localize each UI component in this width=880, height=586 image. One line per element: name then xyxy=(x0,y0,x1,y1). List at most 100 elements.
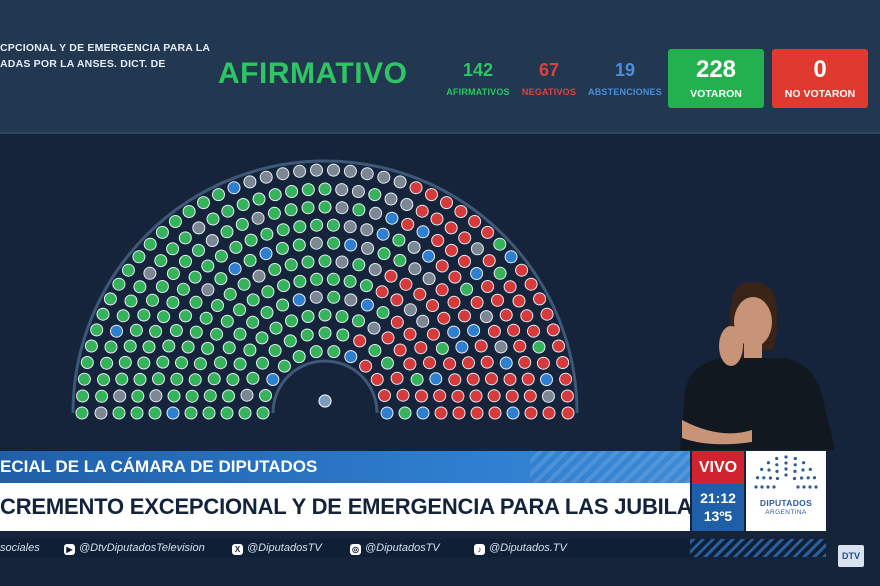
deputy-seat xyxy=(327,163,340,177)
deputy-seat xyxy=(515,263,529,277)
deputy-seat xyxy=(485,372,498,386)
deputy-seat xyxy=(503,280,517,294)
deputy-seat xyxy=(452,406,466,420)
logo-dot xyxy=(814,485,818,489)
deputy-seat xyxy=(237,277,251,291)
deputy-seat xyxy=(193,357,207,371)
deputy-seat xyxy=(115,372,129,386)
logo-dot xyxy=(802,485,806,489)
interpreter-neck xyxy=(744,342,762,358)
deputy-seat xyxy=(76,389,90,403)
logo-dot xyxy=(812,476,817,480)
clock-temperature: 21:12 13º5 xyxy=(692,484,744,531)
deputy-seat xyxy=(202,406,216,420)
affirmative-count: 142 AFIRMATIVOS xyxy=(438,60,518,97)
deputy-seat xyxy=(487,324,501,338)
deputy-seat xyxy=(197,196,210,210)
deputy-seat xyxy=(444,221,458,235)
deputy-seat xyxy=(131,389,145,403)
deputy-seat xyxy=(276,223,290,237)
deputy-seat xyxy=(556,356,570,369)
deputy-seat xyxy=(540,373,553,387)
affirmative-count-value: 142 xyxy=(462,60,494,80)
deputy-seat xyxy=(201,259,215,273)
deputy-seat xyxy=(132,250,146,264)
deputy-seat xyxy=(423,356,436,370)
deputy-seat xyxy=(157,310,171,324)
deputy-seat xyxy=(214,272,228,286)
deputy-seat xyxy=(524,406,538,420)
deputy-seat xyxy=(482,254,496,268)
deputy-seat xyxy=(233,303,247,317)
deputy-seat xyxy=(467,324,481,337)
deputy-seat xyxy=(521,372,535,386)
deputy-seat xyxy=(343,274,357,288)
logo-dot xyxy=(793,463,797,467)
deputy-seat xyxy=(552,339,566,353)
deputy-seat xyxy=(143,237,157,251)
deputy-seat xyxy=(343,164,357,178)
deputy-seat xyxy=(238,406,252,420)
deputy-seat xyxy=(155,225,169,239)
chamber-seats xyxy=(75,163,575,420)
deputy-seat xyxy=(533,292,547,306)
social-youtube[interactable]: ▶ @DtvDiputadosTelevision xyxy=(64,539,205,557)
logo-dot xyxy=(802,461,806,465)
deputy-seat xyxy=(300,328,314,342)
deputy-seat xyxy=(155,280,169,293)
affirmative-count-label: AFIRMATIVOS xyxy=(446,87,510,97)
deputy-seat xyxy=(211,299,224,312)
logo-dot xyxy=(775,463,779,467)
abstention-count: 19 ABSTENCIONES xyxy=(585,60,665,97)
deputy-seat xyxy=(201,341,215,355)
deputy-seat xyxy=(352,203,366,217)
deputy-seat xyxy=(335,255,349,269)
deputy-seat xyxy=(146,293,159,307)
deputy-seat xyxy=(327,290,341,304)
logo-dot xyxy=(801,468,805,472)
deputy-seat xyxy=(310,272,324,286)
deputy-seat xyxy=(175,356,188,370)
deputy-seat xyxy=(491,293,504,307)
x-icon: X xyxy=(232,544,243,555)
deputy-seat xyxy=(259,170,273,184)
logo-dot xyxy=(796,485,800,489)
deputy-seat xyxy=(318,254,332,268)
negative-count: 67 NEGATIVOS xyxy=(509,60,589,97)
deputy-seat xyxy=(481,280,495,293)
social-tiktok[interactable]: ♪ @Diputados.TV xyxy=(474,539,567,557)
deputy-seat xyxy=(327,345,341,359)
deputy-seat xyxy=(403,327,417,341)
deputy-seat xyxy=(458,231,472,245)
deputy-seat xyxy=(129,323,143,337)
deputy-seat xyxy=(368,188,382,202)
deputy-seat xyxy=(524,277,538,291)
deputy-seat xyxy=(393,343,407,357)
deputy-seat xyxy=(401,217,415,231)
deputy-seat xyxy=(447,325,461,339)
social-x[interactable]: X @DiputadosTV xyxy=(232,539,322,557)
deputy-seat xyxy=(458,309,471,323)
deputy-seat xyxy=(228,262,242,276)
chamber-boundary-arc xyxy=(271,359,379,414)
deputy-seat xyxy=(512,294,526,308)
deputy-seat xyxy=(527,324,540,338)
deputy-seat xyxy=(344,293,358,307)
logo-dot xyxy=(762,476,766,480)
deputy-seat xyxy=(504,250,518,264)
deputy-seat xyxy=(301,183,315,197)
deputy-seat xyxy=(426,299,439,312)
deputy-seat xyxy=(470,267,484,280)
deputy-seat xyxy=(437,311,451,325)
deputy-seat xyxy=(425,188,438,202)
social-instagram[interactable]: ◎ @DiputadosTV xyxy=(350,539,440,557)
logo-dot xyxy=(800,476,804,480)
deputy-seat xyxy=(259,247,273,261)
deputy-seat xyxy=(233,327,247,341)
title-bar-stripes xyxy=(530,451,690,483)
deputy-seat xyxy=(199,311,213,325)
deputy-seat xyxy=(293,220,307,234)
logo-dot xyxy=(784,461,788,465)
deputy-seat xyxy=(360,167,374,181)
deputy-seat xyxy=(133,372,147,386)
